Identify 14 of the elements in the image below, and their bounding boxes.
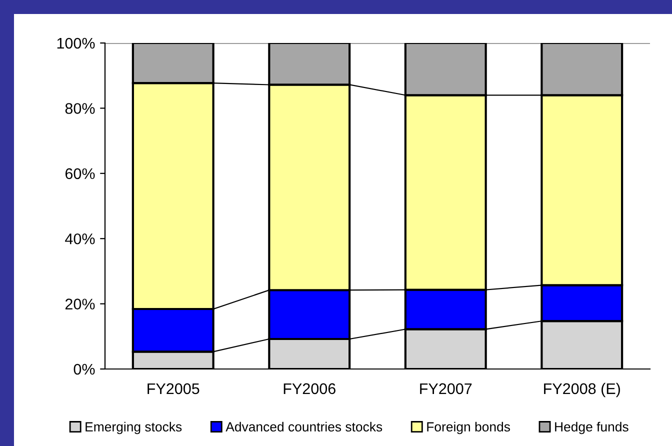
y-tick-label: 100% <box>57 38 95 49</box>
y-tick-label: 20% <box>65 298 95 310</box>
x-tick-label: FY2007 <box>420 383 472 394</box>
x-tick-label: FY2005 <box>148 383 200 394</box>
legend-label: Advanced countries stocks <box>226 422 382 432</box>
y-tick-label: 40% <box>65 233 95 244</box>
y-tick-label: 0% <box>74 364 95 375</box>
y-tick-label: 60% <box>65 168 95 180</box>
x-tick-label: FY2006 <box>284 383 336 394</box>
legend-label: Hedge funds <box>555 422 628 434</box>
x-tick-label: FY2008 (E) <box>544 382 620 398</box>
legend-label: Emerging stocks <box>86 422 182 434</box>
y-tick-label: 80% <box>65 103 95 114</box>
legend-label: Foreign bonds <box>427 422 510 434</box>
